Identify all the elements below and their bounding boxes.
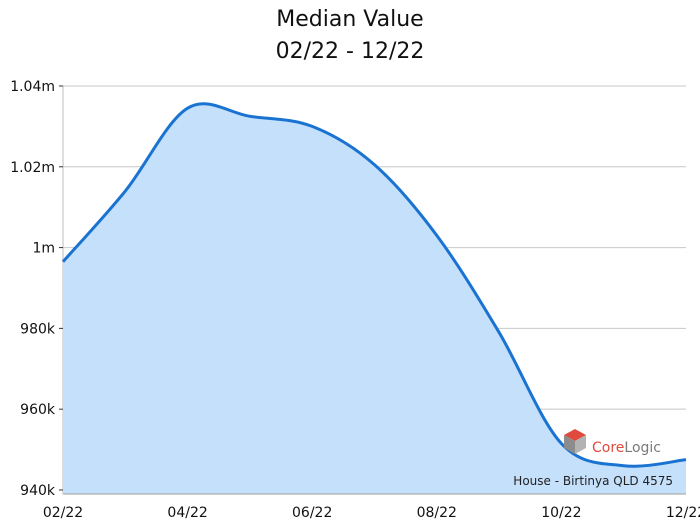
x-tick-label: 04/22 [167, 505, 207, 521]
corelogic-logo: CoreLogic [564, 429, 661, 456]
svg-text:CoreLogic: CoreLogic [592, 440, 661, 456]
y-tick-label: 1m [32, 241, 55, 257]
series-line [61, 102, 687, 468]
x-tick-label: 02/22 [43, 505, 83, 521]
y-tick-label: 980k [20, 321, 56, 337]
x-tick-label: 08/22 [417, 505, 457, 521]
area-fill [63, 103, 686, 495]
logo-text-logic: Logic [624, 440, 661, 456]
y-tick-label: 940k [20, 483, 56, 499]
chart-caption: House - Birtinya QLD 4575 [513, 474, 673, 488]
corelogic-cube-icon [564, 429, 586, 454]
chart-title: Median Value [276, 7, 423, 32]
y-tick-label: 1.04m [10, 79, 55, 95]
x-tick-label: 10/22 [541, 505, 581, 521]
chart-subtitle: 02/22 - 12/22 [276, 39, 425, 64]
x-tick-label: 06/22 [292, 505, 332, 521]
y-axis-ticks: 940k 960k 980k 1m 1.02m 1.04m [10, 79, 63, 499]
y-tick-label: 1.02m [10, 160, 55, 176]
logo-text-core: Core [592, 440, 624, 456]
x-axis-ticks: 02/22 04/22 06/22 08/22 10/22 12/22 [43, 493, 700, 521]
y-tick-label: 960k [20, 402, 56, 418]
x-tick-label: 12/22 [666, 505, 700, 521]
